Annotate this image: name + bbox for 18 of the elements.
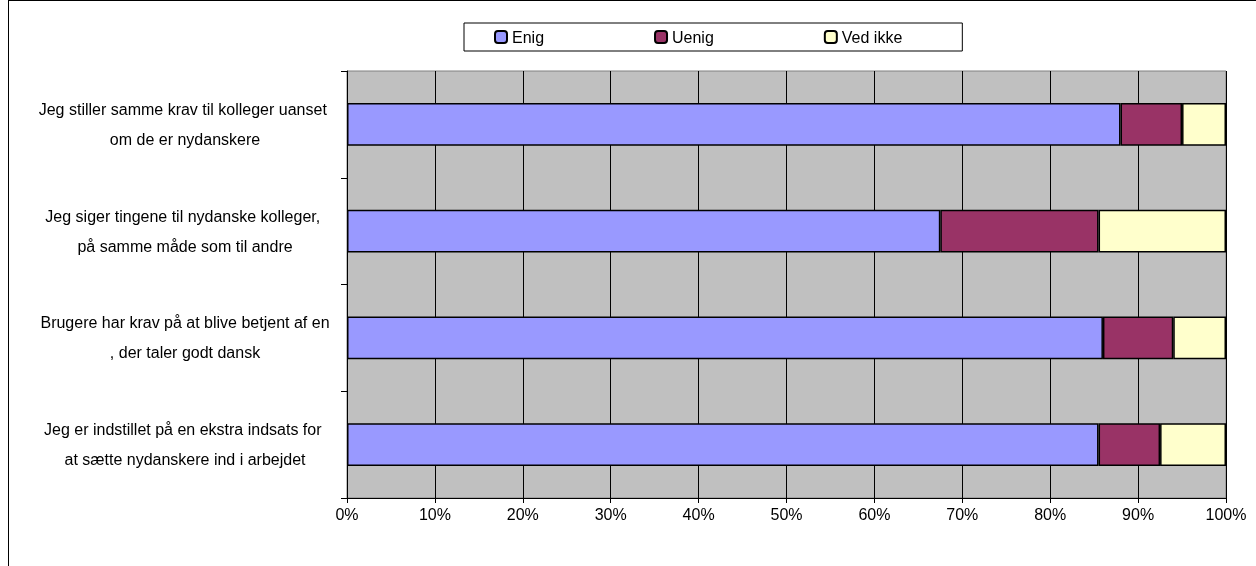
x-tick-label: 60% bbox=[858, 505, 891, 523]
x-tick-label: 80% bbox=[1034, 505, 1067, 523]
x-tick-label: 0% bbox=[335, 505, 359, 523]
legend-label: Uenig bbox=[672, 28, 714, 46]
x-tick-label: 90% bbox=[1122, 505, 1155, 523]
x-tick-label: 30% bbox=[594, 505, 627, 523]
x-tick-label: 40% bbox=[682, 505, 715, 523]
x-tick-label: 10% bbox=[418, 505, 451, 523]
legend-label: Enig bbox=[512, 28, 545, 46]
x-tick-label: 20% bbox=[506, 505, 539, 523]
legend-label: Ved ikke bbox=[841, 28, 903, 46]
x-tick-label: 100% bbox=[1205, 505, 1247, 523]
y-tick-label: Jeg siger tingene til nydanske kolleger, på samme måde som til andre bbox=[45, 207, 325, 255]
y-tick-label: Jeg er indstillet på en ekstra indsats for at sætte nydanskere ind i arbejdet bbox=[44, 421, 326, 469]
x-tick-label: 50% bbox=[770, 505, 803, 523]
y-tick-label: Brugere har krav på at blive betjent af en, der taler godt dansk bbox=[40, 314, 330, 362]
x-tick-label: 70% bbox=[946, 505, 979, 523]
y-tick-label: Jeg stiller samme krav til kolleger uanset om de er nydanskere bbox=[38, 100, 332, 148]
